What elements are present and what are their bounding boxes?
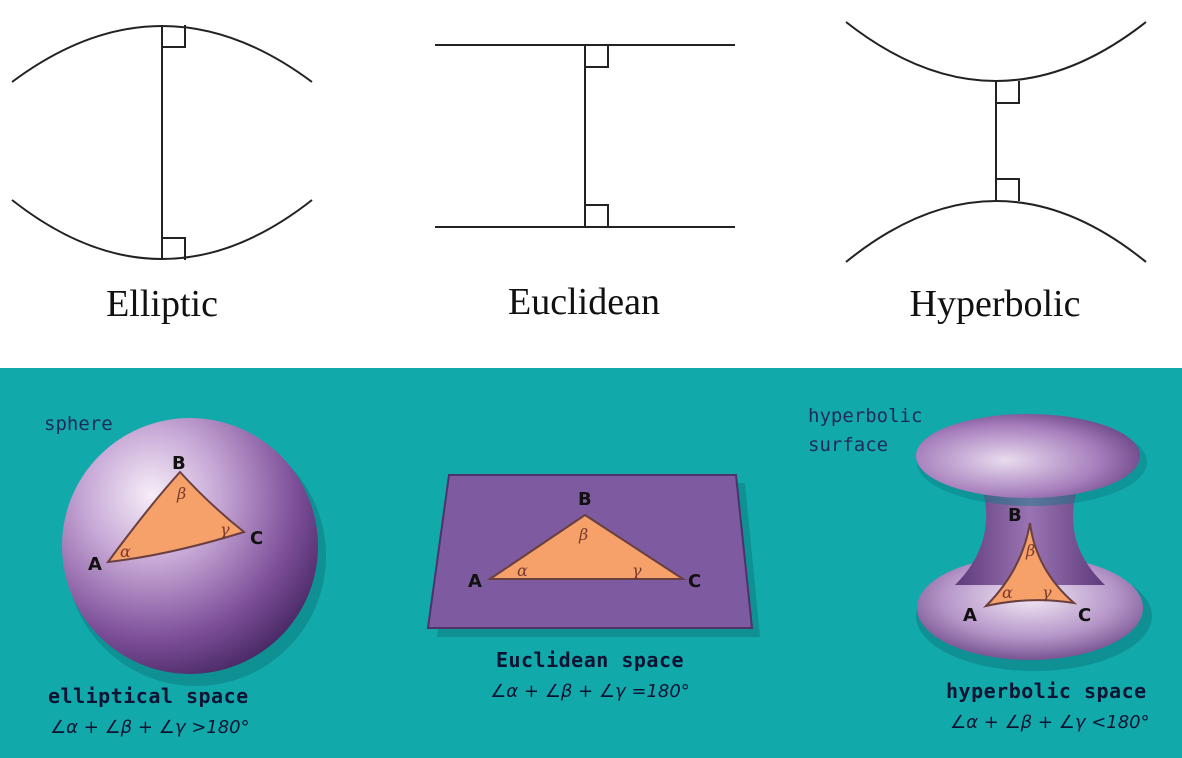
plane-triangle: [486, 513, 687, 580]
sphere-angle-gamma: γ: [220, 520, 230, 539]
hyperbolic-right-angle-top: [996, 81, 1020, 104]
euclidean-right-angle-bottom: [585, 204, 609, 227]
plane-caption: Euclidean space: [496, 648, 684, 672]
hyperboloid-figure: hyperbolic surface B A C β α γ hyperboli…: [808, 405, 1152, 733]
elliptic-right-angle-top: [162, 25, 186, 48]
sphere-angle-beta: β: [176, 484, 186, 503]
hyperboloid-caption: hyperbolic space: [946, 679, 1147, 703]
sphere-figure: sphere B A C β α γ elliptical space ∠α +…: [44, 413, 326, 738]
elliptic-right-angle-bottom: [162, 237, 186, 260]
plane-angle-alpha: α: [517, 561, 528, 580]
hyperboloid-object-label-line1: hyperbolic: [808, 405, 922, 427]
hyperboloid-formula: ∠α + ∠β + ∠γ <180°: [950, 712, 1150, 733]
hyperboloid-angle-alpha: α: [1002, 583, 1013, 602]
sphere-vertex-b: B: [172, 453, 186, 474]
plane-angle-beta: β: [578, 525, 588, 544]
hyperboloid-vertex-b: B: [1008, 505, 1022, 526]
sphere-triangle: [105, 470, 247, 564]
hyperboloid-angle-beta: β: [1025, 541, 1035, 560]
plane-vertex-a: A: [468, 571, 482, 592]
sphere-vertex-a: A: [88, 554, 102, 575]
sphere-caption: elliptical space: [48, 684, 249, 708]
hyperboloid-object-label-line2: surface: [808, 434, 888, 456]
sphere-angle-alpha: α: [120, 542, 131, 561]
euclidean-label: Euclidean: [508, 281, 660, 323]
hyperbolic-diagram: Hyperbolic: [845, 21, 1147, 325]
bottom-panel: sphere B A C β α γ elliptical space ∠α +…: [0, 368, 1182, 758]
hyperboloid-vertex-c: C: [1078, 605, 1091, 626]
hyperbolic-upper-curve: [845, 21, 1147, 82]
hyperbolic-lower-curve: [845, 200, 1147, 263]
sphere-formula: ∠α + ∠β + ∠γ >180°: [50, 717, 250, 738]
euclidean-diagram: Euclidean: [435, 44, 735, 323]
elliptic-diagram: Elliptic: [11, 25, 313, 325]
plane-vertex-c: C: [688, 571, 701, 592]
plane-angle-gamma: γ: [632, 561, 642, 580]
hyperbolic-right-angle-bottom: [996, 178, 1020, 201]
elliptic-label: Elliptic: [106, 283, 218, 325]
hyperboloid-vertex-a: A: [963, 605, 977, 626]
hyperbolic-label: Hyperbolic: [910, 283, 1081, 325]
sphere-object-label: sphere: [44, 413, 113, 435]
top-panel: Elliptic Euclidean Hyperbolic: [11, 21, 1147, 325]
hyperboloid-angle-gamma: γ: [1042, 583, 1052, 602]
euclidean-right-angle-top: [585, 45, 609, 68]
plane-figure: B A C β α γ Euclidean space ∠α + ∠β + ∠γ…: [426, 474, 760, 702]
sphere-vertex-c: C: [250, 528, 263, 549]
hyperboloid-triangle: [982, 522, 1078, 608]
plane-formula: ∠α + ∠β + ∠γ =180°: [490, 681, 690, 702]
plane-vertex-b: B: [578, 489, 592, 510]
hyperboloid-top-disk: [916, 414, 1140, 498]
